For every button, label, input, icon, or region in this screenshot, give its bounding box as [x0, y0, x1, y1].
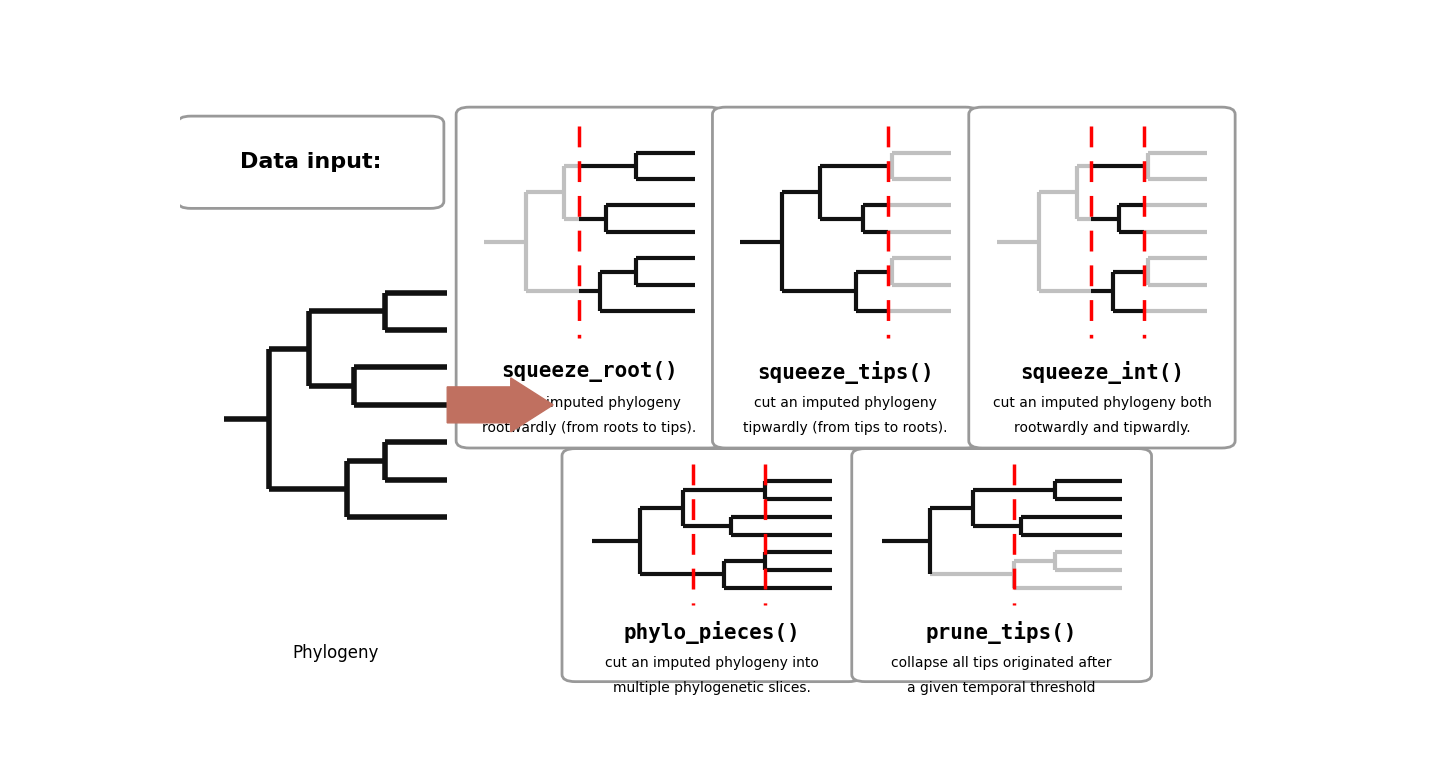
Text: rootwardly (from roots to tips).: rootwardly (from roots to tips).: [482, 421, 696, 435]
Text: squeeze_tips(): squeeze_tips(): [758, 361, 935, 384]
FancyBboxPatch shape: [851, 449, 1152, 682]
Text: cut an imputed phylogeny: cut an imputed phylogeny: [754, 395, 938, 409]
Text: tipwardly (from tips to roots).: tipwardly (from tips to roots).: [743, 421, 948, 435]
Text: prune_tips(): prune_tips(): [926, 621, 1077, 644]
FancyBboxPatch shape: [712, 107, 979, 448]
Text: Phylogeny: Phylogeny: [292, 644, 380, 663]
FancyBboxPatch shape: [562, 449, 861, 682]
FancyBboxPatch shape: [177, 116, 444, 209]
Text: Data input:: Data input:: [240, 152, 381, 172]
FancyBboxPatch shape: [456, 107, 722, 448]
Text: cut an imputed phylogeny both: cut an imputed phylogeny both: [992, 395, 1211, 409]
Text: phylo_pieces(): phylo_pieces(): [624, 621, 801, 644]
Text: collapse all tips originated after: collapse all tips originated after: [892, 656, 1112, 670]
Text: cut an imputed phylogeny: cut an imputed phylogeny: [498, 395, 680, 409]
Text: a given temporal threshold: a given temporal threshold: [907, 681, 1096, 695]
Text: cut an imputed phylogeny into: cut an imputed phylogeny into: [605, 656, 818, 670]
Text: squeeze_root(): squeeze_root(): [500, 361, 677, 382]
FancyBboxPatch shape: [969, 107, 1235, 448]
Text: rootwardly and tipwardly.: rootwardly and tipwardly.: [1014, 421, 1191, 435]
FancyArrow shape: [447, 378, 554, 432]
Text: squeeze_int(): squeeze_int(): [1020, 361, 1183, 384]
Text: multiple phylogenetic slices.: multiple phylogenetic slices.: [613, 681, 811, 695]
